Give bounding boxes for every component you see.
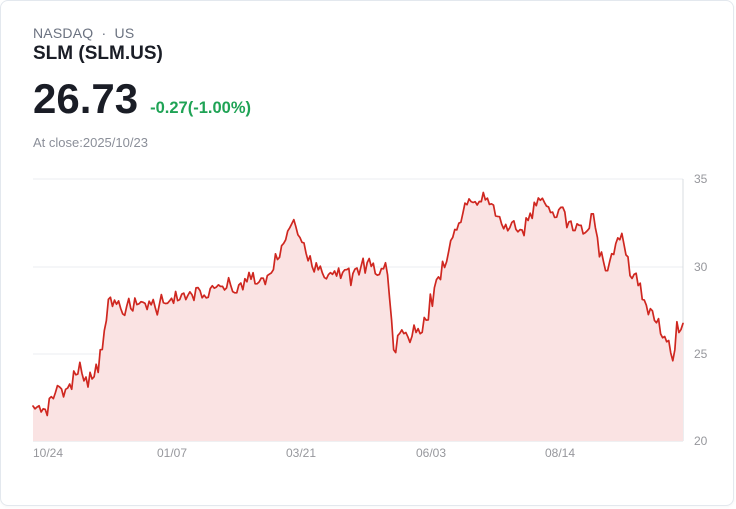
svg-text:25: 25 — [694, 347, 708, 361]
svg-text:06/03: 06/03 — [416, 446, 446, 460]
svg-text:01/07: 01/07 — [157, 446, 187, 460]
svg-text:30: 30 — [694, 260, 708, 274]
svg-text:35: 35 — [694, 172, 708, 186]
svg-text:08/14: 08/14 — [545, 446, 575, 460]
svg-text:03/21: 03/21 — [286, 446, 316, 460]
svg-text:10/24: 10/24 — [33, 446, 63, 460]
svg-text:20: 20 — [694, 434, 708, 448]
